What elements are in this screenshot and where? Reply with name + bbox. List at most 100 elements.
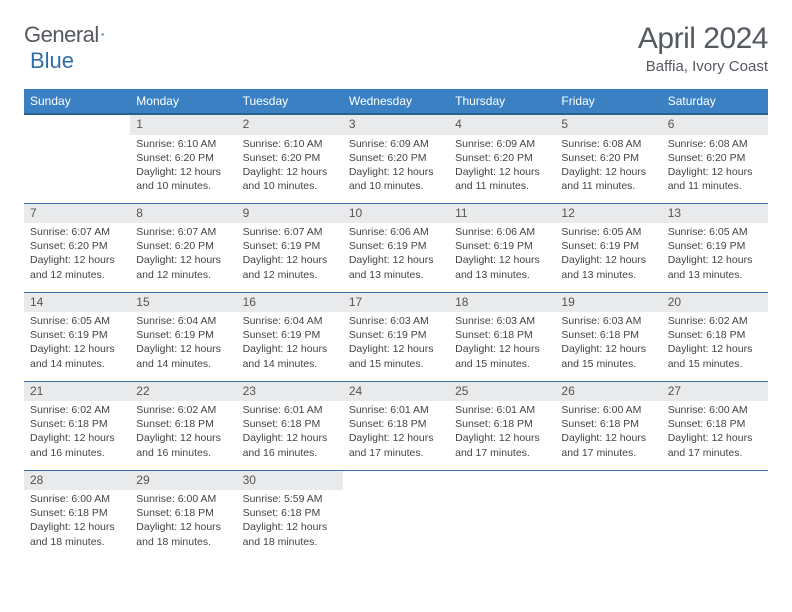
calendar-day-cell: 25Sunrise: 6:01 AMSunset: 6:18 PMDayligh…	[449, 381, 555, 470]
day-details: Sunrise: 6:00 AMSunset: 6:18 PMDaylight:…	[130, 490, 236, 553]
day-detail-line: and 11 minutes.	[455, 179, 549, 193]
day-detail-line: Sunrise: 5:59 AM	[243, 492, 337, 506]
day-detail-line: Daylight: 12 hours	[668, 165, 762, 179]
day-detail-line: Daylight: 12 hours	[136, 165, 230, 179]
day-detail-line: Sunset: 6:20 PM	[455, 151, 549, 165]
calendar-day-cell: 8Sunrise: 6:07 AMSunset: 6:20 PMDaylight…	[130, 203, 236, 292]
day-details: Sunrise: 6:06 AMSunset: 6:19 PMDaylight:…	[449, 223, 555, 286]
day-number: 24	[343, 382, 449, 402]
day-detail-line: Sunrise: 6:03 AM	[349, 314, 443, 328]
day-detail-line: Sunset: 6:18 PM	[243, 506, 337, 520]
day-details: Sunrise: 6:05 AMSunset: 6:19 PMDaylight:…	[555, 223, 661, 286]
location-label: Baffia, Ivory Coast	[638, 58, 768, 75]
day-detail-line: and 17 minutes.	[668, 446, 762, 460]
day-detail-line: Daylight: 12 hours	[30, 253, 124, 267]
day-details: Sunrise: 6:04 AMSunset: 6:19 PMDaylight:…	[237, 312, 343, 375]
day-number: 4	[449, 115, 555, 135]
day-detail-line: Sunrise: 6:03 AM	[561, 314, 655, 328]
calendar-day-cell: 29Sunrise: 6:00 AMSunset: 6:18 PMDayligh…	[130, 470, 236, 559]
calendar-day-cell: 2Sunrise: 6:10 AMSunset: 6:20 PMDaylight…	[237, 114, 343, 203]
day-details: Sunrise: 6:08 AMSunset: 6:20 PMDaylight:…	[555, 135, 661, 198]
day-details: Sunrise: 6:08 AMSunset: 6:20 PMDaylight:…	[662, 135, 768, 198]
day-details: Sunrise: 6:07 AMSunset: 6:20 PMDaylight:…	[130, 223, 236, 286]
day-detail-line: Sunset: 6:18 PM	[668, 417, 762, 431]
day-detail-line: Daylight: 12 hours	[30, 342, 124, 356]
day-detail-line: and 16 minutes.	[136, 446, 230, 460]
calendar-week-row: 14Sunrise: 6:05 AMSunset: 6:19 PMDayligh…	[24, 292, 768, 381]
day-detail-line: Daylight: 12 hours	[136, 253, 230, 267]
day-number: 17	[343, 293, 449, 313]
calendar-day-cell	[449, 470, 555, 559]
day-detail-line: Sunset: 6:19 PM	[349, 328, 443, 342]
day-detail-line: Sunset: 6:20 PM	[668, 151, 762, 165]
calendar-day-cell: 3Sunrise: 6:09 AMSunset: 6:20 PMDaylight…	[343, 114, 449, 203]
day-detail-line: Sunrise: 6:09 AM	[455, 137, 549, 151]
day-detail-line: Daylight: 12 hours	[561, 342, 655, 356]
calendar-week-row: 28Sunrise: 6:00 AMSunset: 6:18 PMDayligh…	[24, 470, 768, 559]
day-details: Sunrise: 6:02 AMSunset: 6:18 PMDaylight:…	[130, 401, 236, 464]
calendar-day-cell: 9Sunrise: 6:07 AMSunset: 6:19 PMDaylight…	[237, 203, 343, 292]
day-detail-line: and 10 minutes.	[136, 179, 230, 193]
month-title: April 2024	[638, 22, 768, 56]
calendar-day-cell: 24Sunrise: 6:01 AMSunset: 6:18 PMDayligh…	[343, 381, 449, 470]
day-detail-line: Sunset: 6:20 PM	[243, 151, 337, 165]
calendar-week-row: 21Sunrise: 6:02 AMSunset: 6:18 PMDayligh…	[24, 381, 768, 470]
day-detail-line: Sunset: 6:18 PM	[561, 328, 655, 342]
day-detail-line: Sunrise: 6:08 AM	[668, 137, 762, 151]
calendar-day-cell: 11Sunrise: 6:06 AMSunset: 6:19 PMDayligh…	[449, 203, 555, 292]
weekday-row: SundayMondayTuesdayWednesdayThursdayFrid…	[24, 89, 768, 114]
day-detail-line: and 10 minutes.	[243, 179, 337, 193]
calendar-week-row: 1Sunrise: 6:10 AMSunset: 6:20 PMDaylight…	[24, 114, 768, 203]
day-detail-line: Sunset: 6:19 PM	[455, 239, 549, 253]
calendar-page: General April 2024 Baffia, Ivory Coast B…	[0, 0, 792, 559]
calendar-day-cell: 16Sunrise: 6:04 AMSunset: 6:19 PMDayligh…	[237, 292, 343, 381]
day-detail-line: Sunrise: 6:06 AM	[455, 225, 549, 239]
weekday-header: Wednesday	[343, 89, 449, 114]
day-number: 18	[449, 293, 555, 313]
day-number: 19	[555, 293, 661, 313]
day-detail-line: and 17 minutes.	[349, 446, 443, 460]
day-detail-line: Daylight: 12 hours	[136, 431, 230, 445]
day-detail-line: Daylight: 12 hours	[668, 253, 762, 267]
weekday-header: Monday	[130, 89, 236, 114]
day-number: 16	[237, 293, 343, 313]
day-detail-line: Sunrise: 6:02 AM	[30, 403, 124, 417]
day-detail-line: Daylight: 12 hours	[349, 253, 443, 267]
day-detail-line: and 18 minutes.	[30, 535, 124, 549]
calendar-day-cell	[24, 114, 130, 203]
day-details: Sunrise: 6:06 AMSunset: 6:19 PMDaylight:…	[343, 223, 449, 286]
calendar-day-cell: 13Sunrise: 6:05 AMSunset: 6:19 PMDayligh…	[662, 203, 768, 292]
day-detail-line: and 13 minutes.	[349, 268, 443, 282]
calendar-head: SundayMondayTuesdayWednesdayThursdayFrid…	[24, 89, 768, 114]
day-detail-line: Daylight: 12 hours	[243, 342, 337, 356]
day-detail-line: and 14 minutes.	[136, 357, 230, 371]
day-number: 21	[24, 382, 130, 402]
calendar-day-cell: 4Sunrise: 6:09 AMSunset: 6:20 PMDaylight…	[449, 114, 555, 203]
day-number: 22	[130, 382, 236, 402]
day-detail-line: Sunset: 6:18 PM	[136, 417, 230, 431]
day-details: Sunrise: 6:07 AMSunset: 6:19 PMDaylight:…	[237, 223, 343, 286]
calendar-day-cell: 18Sunrise: 6:03 AMSunset: 6:18 PMDayligh…	[449, 292, 555, 381]
day-detail-line: Daylight: 12 hours	[349, 165, 443, 179]
day-detail-line: Sunrise: 6:01 AM	[455, 403, 549, 417]
day-detail-line: Daylight: 12 hours	[136, 520, 230, 534]
day-detail-line: Sunset: 6:19 PM	[243, 328, 337, 342]
day-detail-line: Daylight: 12 hours	[136, 342, 230, 356]
day-detail-line: Daylight: 12 hours	[561, 431, 655, 445]
day-detail-line: and 13 minutes.	[668, 268, 762, 282]
logo-sail-icon	[101, 25, 104, 43]
day-detail-line: Daylight: 12 hours	[561, 253, 655, 267]
day-details: Sunrise: 6:03 AMSunset: 6:18 PMDaylight:…	[449, 312, 555, 375]
day-number: 5	[555, 115, 661, 135]
day-detail-line: Sunset: 6:19 PM	[668, 239, 762, 253]
day-detail-line: Sunrise: 6:06 AM	[349, 225, 443, 239]
calendar-day-cell: 28Sunrise: 6:00 AMSunset: 6:18 PMDayligh…	[24, 470, 130, 559]
day-detail-line: and 11 minutes.	[668, 179, 762, 193]
day-detail-line: Sunrise: 6:01 AM	[243, 403, 337, 417]
day-detail-line: Daylight: 12 hours	[455, 342, 549, 356]
day-number: 14	[24, 293, 130, 313]
day-number: 8	[130, 204, 236, 224]
day-detail-line: Sunset: 6:18 PM	[243, 417, 337, 431]
day-detail-line: and 15 minutes.	[455, 357, 549, 371]
header: General April 2024 Baffia, Ivory Coast	[24, 22, 768, 75]
